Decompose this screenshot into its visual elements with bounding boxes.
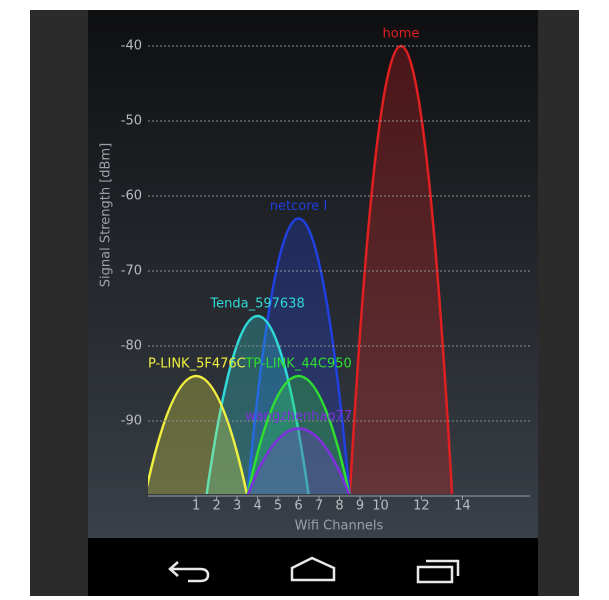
x-tick-label: 14	[454, 499, 471, 514]
y-tick-label: -40	[121, 39, 142, 54]
x-tick-label: 8	[335, 499, 343, 514]
network-label: home	[383, 27, 420, 42]
y-axis-label: Signal Strength [dBm]	[99, 143, 114, 287]
network-label: P-LINK_5F476C	[148, 357, 246, 372]
network-label: TP-LINK_44C950	[244, 357, 351, 372]
y-tick-label: -90	[121, 414, 142, 429]
x-tick-label: 4	[253, 499, 261, 514]
x-tick-label: 5	[274, 499, 282, 514]
x-tick-label: 3	[233, 499, 241, 514]
y-tick-label: -80	[121, 339, 142, 354]
x-axis-label: Wifi Channels	[295, 519, 384, 534]
x-tick-label: 2	[212, 499, 220, 514]
network-label: netcore I	[270, 199, 327, 214]
y-tick-label: -60	[121, 189, 142, 204]
x-tick-label: 9	[356, 499, 364, 514]
x-tick-label: 12	[413, 499, 430, 514]
y-tick-label: -50	[121, 114, 142, 129]
nav-bar	[88, 538, 538, 596]
screen: Signal Strength [dBm] Wifi Channels -40 -…	[0, 0, 609, 596]
x-tick-label: 10	[372, 499, 389, 514]
network-label: wangzhenhao77	[245, 409, 352, 424]
network-label: Tenda_597638	[209, 297, 304, 312]
y-tick-label: -70	[121, 264, 142, 279]
x-tick-label: 6	[294, 499, 302, 514]
x-tick-label: 7	[315, 499, 323, 514]
x-tick-label: 1	[192, 499, 200, 514]
